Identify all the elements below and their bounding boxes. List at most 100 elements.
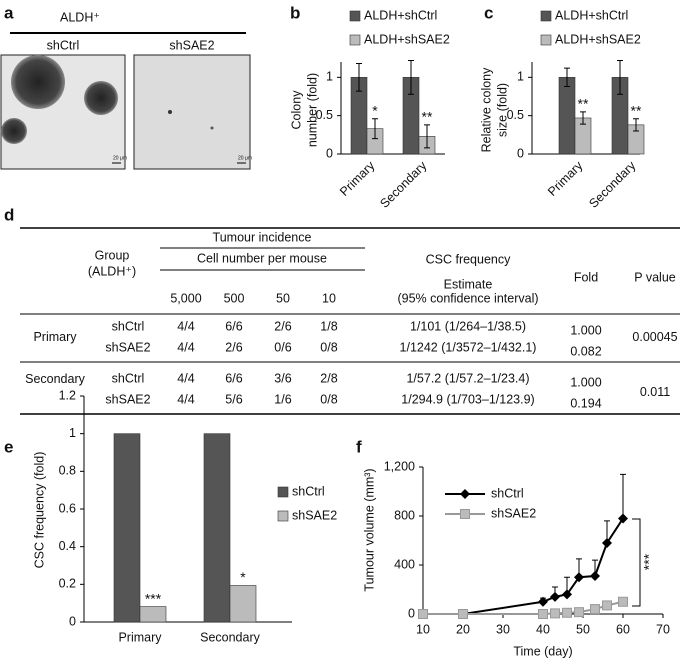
table-text: 0.082 bbox=[570, 344, 601, 358]
x-tick-label: Primary bbox=[545, 158, 586, 199]
bar bbox=[558, 77, 576, 155]
colony bbox=[84, 81, 118, 115]
marker bbox=[590, 604, 600, 615]
y-axis-label: Tumour volume (mm³) bbox=[362, 468, 376, 591]
bracket bbox=[632, 518, 641, 607]
colony bbox=[11, 55, 65, 109]
error-bar bbox=[424, 124, 430, 149]
x-tick-label: 30 bbox=[496, 622, 510, 636]
table-text: 5,000 bbox=[170, 291, 201, 305]
y-tick-label: 0 bbox=[326, 146, 333, 160]
table-text: shSAE2 bbox=[105, 340, 150, 354]
marker bbox=[538, 609, 548, 619]
legend-label: ALDH+shSAE2 bbox=[555, 32, 641, 46]
x-tick-label: 40 bbox=[536, 622, 550, 636]
error-bar bbox=[564, 67, 570, 88]
y-tick-label: 1 bbox=[69, 426, 76, 440]
significance: * bbox=[240, 569, 246, 585]
x-axis-label: Time (day) bbox=[513, 644, 572, 658]
marker bbox=[562, 589, 572, 600]
y-tick-label: 0.8 bbox=[59, 464, 76, 478]
legend-swatch bbox=[349, 34, 361, 46]
y-tick-label: 1 bbox=[517, 70, 524, 84]
legend-marker bbox=[460, 489, 470, 499]
panel-label: e bbox=[4, 437, 13, 456]
x-tick-label: Primary bbox=[118, 630, 162, 644]
legend-label: ALDH+shCtrl bbox=[555, 8, 628, 22]
legend-label: ALDH+shCtrl bbox=[364, 8, 437, 22]
y-tick-label: 0 bbox=[517, 146, 524, 160]
marker bbox=[618, 596, 628, 607]
table-text: 0.00045 bbox=[632, 330, 677, 344]
table-text: 50 bbox=[276, 291, 290, 305]
table-text: Estimate bbox=[444, 277, 493, 291]
marker bbox=[550, 591, 560, 602]
marker bbox=[618, 513, 628, 524]
table-text: 0/6 bbox=[274, 340, 291, 354]
table-text: 10 bbox=[322, 291, 336, 305]
significance: * bbox=[372, 102, 378, 118]
table-text: 1/1242 (1/3572–1/432.1) bbox=[400, 340, 537, 354]
legend-label: shSAE2 bbox=[292, 508, 337, 522]
significance: ** bbox=[578, 96, 589, 112]
error-bar bbox=[617, 59, 623, 95]
panel-label: b bbox=[290, 3, 300, 22]
table-text: 1/57.2 (1/57.2–1/23.4) bbox=[406, 371, 529, 385]
y-axis-label: number (fold) bbox=[305, 73, 319, 147]
table-text: 0/8 bbox=[320, 340, 337, 354]
table-text: 2/8 bbox=[320, 371, 337, 385]
panel-label: f bbox=[356, 437, 362, 456]
panel-label: d bbox=[4, 205, 14, 224]
marker bbox=[562, 607, 572, 618]
table-text: Group bbox=[95, 248, 130, 262]
table-text: 5/6 bbox=[225, 392, 242, 406]
table-text: 500 bbox=[224, 291, 245, 305]
scale-label: 20 μm bbox=[113, 155, 127, 161]
table-text: Cell number per mouse bbox=[197, 251, 327, 265]
colony bbox=[210, 126, 214, 130]
table-text: shSAE2 bbox=[105, 392, 150, 406]
table-text: 6/6 bbox=[225, 319, 242, 333]
x-tick-label: 10 bbox=[416, 622, 430, 636]
error-bar bbox=[633, 118, 639, 132]
legend-swatch bbox=[349, 10, 361, 22]
table-text: 4/4 bbox=[177, 319, 194, 333]
table-text: 1.000 bbox=[570, 323, 601, 337]
table-text: 6/6 bbox=[225, 371, 242, 385]
x-tick-label: Secondary bbox=[377, 158, 430, 211]
x-tick-label: Secondary bbox=[200, 630, 261, 644]
marker bbox=[574, 607, 584, 618]
error-bar bbox=[356, 63, 362, 92]
table-text: 0.194 bbox=[570, 396, 601, 410]
y-tick-label: 1.2 bbox=[59, 388, 76, 402]
table-text: 4/4 bbox=[177, 392, 194, 406]
legend-swatch bbox=[540, 34, 552, 46]
y-axis-label: CSC frequency (fold) bbox=[32, 452, 46, 569]
table-text: Fold bbox=[574, 270, 598, 284]
table-text: 4/4 bbox=[177, 371, 194, 385]
table-text: 2/6 bbox=[225, 340, 242, 354]
legend-swatch bbox=[540, 10, 552, 22]
legend-marker bbox=[460, 509, 470, 519]
significance: ** bbox=[422, 109, 433, 125]
x-tick-label: Secondary bbox=[586, 158, 639, 211]
significance: ** bbox=[631, 102, 642, 118]
significance: *** bbox=[145, 590, 162, 606]
table-text: Secondary bbox=[25, 372, 86, 386]
y-tick-label: 400 bbox=[394, 557, 415, 571]
series-line bbox=[423, 517, 624, 615]
marker bbox=[574, 572, 584, 583]
table-text: 1.000 bbox=[570, 375, 601, 389]
table-text: shCtrl bbox=[112, 371, 145, 385]
table-text: shCtrl bbox=[112, 319, 145, 333]
x-tick-label: Primary bbox=[337, 158, 378, 199]
y-tick-label: 0.5 bbox=[507, 108, 524, 122]
table-text: CSC frequency bbox=[426, 252, 512, 266]
colony bbox=[1, 118, 27, 144]
legend-label: shCtrl bbox=[491, 486, 524, 500]
image-label: shSAE2 bbox=[169, 38, 214, 52]
marker bbox=[602, 600, 612, 611]
table-text: 1/6 bbox=[274, 392, 291, 406]
marker bbox=[418, 609, 428, 619]
